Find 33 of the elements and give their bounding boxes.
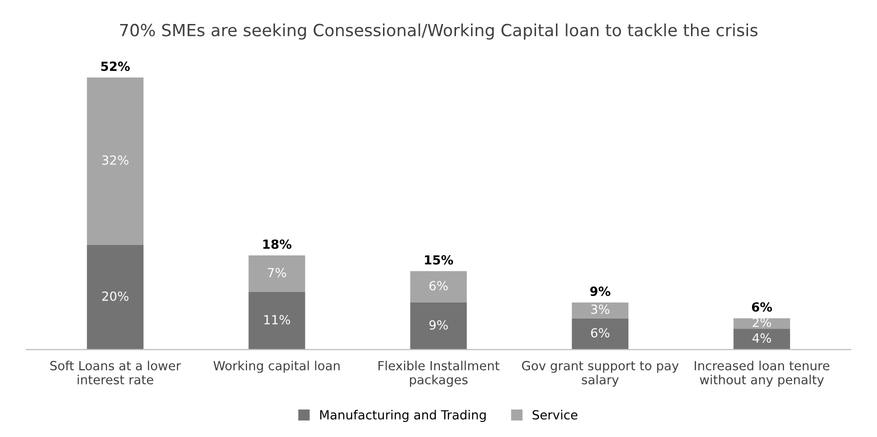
data-label: 4% — [752, 333, 772, 343]
data-label: 6% — [429, 280, 448, 290]
bar — [572, 302, 628, 318]
bar — [410, 302, 467, 350]
data-label: 2% — [752, 318, 772, 328]
legend-label: Service — [532, 410, 578, 420]
total-label: 52% — [101, 62, 130, 71]
bar — [734, 328, 790, 350]
data-label: 32% — [102, 155, 128, 165]
chart-title: 70% SMEs are seeking Consessional/Working Capital loan to tackle the crisis — [120, 24, 758, 40]
bar — [86, 78, 144, 245]
data-label: 6% — [591, 328, 610, 338]
bar — [734, 318, 790, 329]
data-label: 9% — [429, 320, 448, 330]
bar — [572, 318, 628, 350]
x-tick-label: Increased loan tenure without any penalty — [694, 360, 830, 387]
data-label: 3% — [591, 304, 610, 314]
data-label: 20% — [102, 291, 128, 301]
total-label: 9% — [590, 286, 610, 296]
x-tick-label: Flexible Installment packages — [378, 360, 500, 387]
total-label: 6% — [752, 302, 772, 312]
x-tick-label: Gov grant support to pay salary — [522, 360, 679, 387]
legend-label: Manufacturing and Trading — [320, 410, 486, 422]
bar — [248, 255, 306, 292]
total-label: 15% — [424, 255, 454, 265]
bar — [248, 292, 306, 350]
x-tick-label: Working capital loan — [213, 360, 340, 373]
bar — [410, 271, 467, 303]
data-label: 11% — [264, 314, 290, 324]
total-label: 18% — [263, 239, 292, 249]
x-tick-label: Soft Loans at a lower interest rate — [50, 360, 181, 384]
data-label: 7% — [268, 268, 286, 278]
bar — [86, 244, 144, 350]
